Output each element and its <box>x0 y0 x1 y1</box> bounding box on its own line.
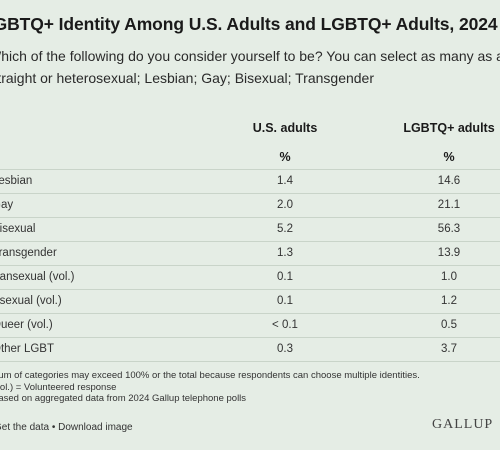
row-label: Transgender <box>0 247 57 259</box>
cell-us-adults: 0.1 <box>277 295 293 307</box>
cell-lgbtq-adults: 14.6 <box>437 175 461 187</box>
cell-us-adults: 0.1 <box>277 271 293 283</box>
column-unit-us-adults: % <box>279 150 291 164</box>
table-row: Transgender 1.3 13.9 <box>0 241 500 265</box>
footer-links: Get the data • Download image <box>0 422 133 433</box>
chart-title: LGBTQ+ Identity Among U.S. Adults and LG… <box>0 14 498 34</box>
column-unit-lgbtq-adults: % <box>443 150 455 164</box>
cell-lgbtq-adults: 3.7 <box>441 343 457 355</box>
footnotes: Sum of categories may exceed 100% or the… <box>0 370 420 405</box>
gallup-logo: GALLUP <box>432 417 494 432</box>
cell-us-adults: < 0.1 <box>272 319 298 331</box>
cell-us-adults: 5.2 <box>277 223 293 235</box>
cell-lgbtq-adults: 0.5 <box>441 319 457 331</box>
table-row: Pansexual (vol.) 0.1 1.0 <box>0 265 500 289</box>
data-table: Lesbian 1.4 14.6 Gay 2.0 21.1 Bisexual 5.2 56.3 T… <box>0 169 500 362</box>
footnote: Based on aggregated data from 2024 Gallu… <box>0 393 247 404</box>
cell-us-adults: 2.0 <box>277 199 293 211</box>
cell-lgbtq-adults: 13.9 <box>437 247 461 259</box>
cell-lgbtq-adults: 56.3 <box>437 223 461 235</box>
cell-lgbtq-adults: 1.0 <box>441 271 457 283</box>
cell-us-adults: 1.3 <box>277 247 293 259</box>
cell-us-adults: 1.4 <box>277 175 293 187</box>
row-label: Lesbian <box>0 175 33 187</box>
table-row: Lesbian 1.4 14.6 <box>0 169 500 193</box>
answer-options: Straight or heterosexual; Lesbian; Gay; … <box>0 70 374 86</box>
cell-lgbtq-adults: 21.1 <box>437 199 461 211</box>
row-label: Queer (vol.) <box>0 319 53 331</box>
cell-us-adults: 0.3 <box>277 343 293 355</box>
table-row: Asexual (vol.) 0.1 1.2 <box>0 289 500 313</box>
row-label: Other LGBT <box>0 343 54 355</box>
get-data-link[interactable]: Get the data <box>0 422 50 433</box>
table-row: Bisexual 5.2 56.3 <box>0 217 500 241</box>
column-header-us-adults: U.S. adults <box>252 121 318 135</box>
column-header-lgbtq-adults: LGBTQ+ adults <box>403 121 495 135</box>
table-row: Other LGBT 0.3 3.7 <box>0 337 500 362</box>
row-label: Pansexual (vol.) <box>0 271 75 283</box>
row-label: Asexual (vol.) <box>0 295 62 307</box>
survey-question: Which of the following do you consider y… <box>0 48 500 64</box>
row-label: Bisexual <box>0 223 36 235</box>
footnote: (vol.) = Volunteered response <box>0 381 117 393</box>
cell-lgbtq-adults: 1.2 <box>441 295 457 307</box>
row-label: Gay <box>0 199 14 211</box>
footnote: Sum of categories may exceed 100% or the… <box>0 370 420 381</box>
table-row: Gay 2.0 21.1 <box>0 193 500 217</box>
link-separator: • <box>49 422 59 433</box>
table-row: Queer (vol.) < 0.1 0.5 <box>0 313 500 337</box>
download-image-link[interactable]: Download image <box>58 422 133 433</box>
